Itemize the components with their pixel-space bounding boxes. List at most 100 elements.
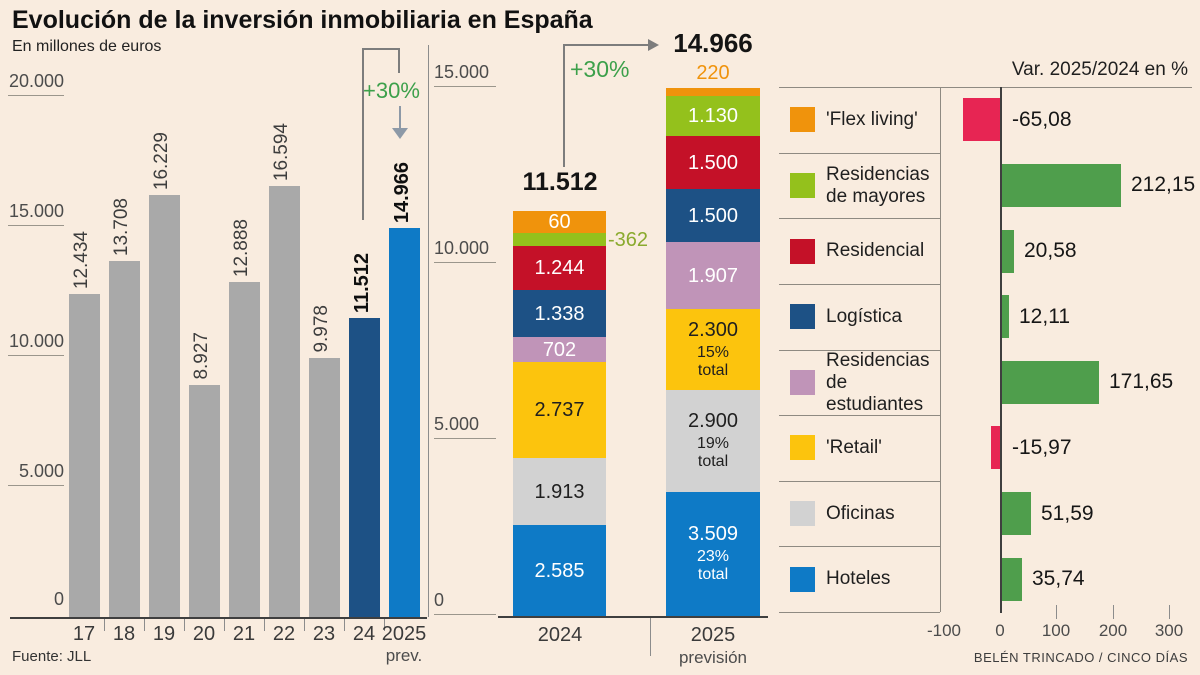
segment-flex-2024: 60 [513, 211, 606, 233]
legend-row-rule [779, 481, 940, 482]
segment-label: 702 [542, 338, 577, 361]
segment-label-mayores-2024: -362 [608, 229, 649, 251]
legend-row-rule [779, 350, 940, 351]
bar-20 [189, 385, 220, 617]
growth-bracket-line [563, 45, 565, 167]
y-axis-tick-label: 10.000 [434, 238, 496, 263]
segment-label-flex-2025: 220 [696, 62, 730, 84]
variation-value-1: -65,08 [1012, 108, 1072, 131]
variation-value-8: 35,74 [1032, 567, 1085, 590]
bar-value-label-22: 16.594 [271, 122, 292, 181]
segment-label: 1.913 [534, 480, 585, 503]
variation-bar-7 [1002, 492, 1031, 535]
legend-label-oficinas: Oficinas [826, 503, 895, 525]
x-axis-tick-label: -100 [926, 621, 962, 640]
bar-19 [149, 195, 180, 617]
legend-label-logistica: Logística [826, 306, 903, 328]
bar-2025 [389, 228, 420, 617]
x-axis-line [498, 616, 768, 618]
bar-value-label-20: 8.927 [191, 332, 212, 380]
bar-value-label-19: 16.229 [151, 131, 172, 190]
x-axis-label-20: 20 [192, 623, 216, 645]
page-subtitle: En millones de euros [12, 38, 162, 55]
growth-bracket-line [362, 48, 400, 50]
legend-label-flex: 'Flex living' [826, 109, 918, 131]
segment-label: 2.900 [687, 410, 739, 433]
x-axis-tick [104, 619, 105, 631]
x-axis-tick [184, 619, 185, 631]
bar-value-label-21: 12.888 [231, 218, 252, 277]
x-axis-tick [264, 619, 265, 631]
segment-hoteles-2025: 3.509 23% total [666, 492, 760, 616]
variation-value-5: 171,65 [1109, 370, 1174, 393]
segment-flex-2025 [666, 88, 760, 96]
legend-label-hoteles: Hoteles [826, 568, 891, 590]
total-label-2024: 11.512 [522, 168, 598, 196]
variation-bar-4 [1002, 295, 1009, 338]
growth-bracket-line [398, 48, 400, 73]
x-axis-tick-label: 0 [995, 621, 1005, 640]
segment-label: 1.130 [687, 105, 739, 127]
segment-logistica-2024: 1.338 [513, 290, 606, 337]
variation-value-4: 12,11 [1019, 305, 1070, 328]
segment-label: 1.500 [687, 151, 739, 174]
growth-annotation: +30% [363, 78, 420, 103]
segment-share-label: 19% total [696, 435, 730, 470]
variation-bar-2 [1002, 164, 1121, 207]
segment-label: 1.907 [687, 264, 739, 287]
x-axis-label-23: 23 [312, 623, 336, 645]
x-axis-tick [1056, 605, 1057, 619]
y-axis-tick-label: 0 [53, 589, 64, 609]
segment-label: 1.500 [687, 204, 739, 227]
segment-residencial-2025: 1.500 [666, 136, 760, 189]
legend-row-rule [779, 153, 940, 154]
segment-label: 2.737 [534, 399, 585, 421]
variation-bar-1 [963, 98, 1000, 141]
x-axis-label-22: 22 [272, 623, 296, 645]
bar-22 [269, 186, 300, 617]
source-note: Fuente: JLL [12, 648, 92, 665]
chart-divider-line [428, 45, 429, 617]
segment-retail-2024: 2.737 [513, 362, 606, 458]
y-axis-tick-label: 15.000 [434, 62, 496, 87]
variation-bar-3 [1002, 230, 1014, 273]
legend-swatch-hoteles [790, 567, 815, 592]
y-axis-tick-label: 5.000 [434, 414, 496, 439]
segment-estudiantes-2024: 702 [513, 337, 606, 362]
legend-swatch-mayores [790, 173, 815, 198]
bar-value-label-23: 9.978 [311, 305, 332, 353]
legend-bottom-rule [779, 612, 940, 613]
segment-label: 2.300 [687, 318, 739, 341]
x-axis-label-2024: 2024 [537, 624, 583, 646]
x-axis-label-18: 18 [112, 623, 136, 645]
legend-swatch-estudiantes [790, 370, 815, 395]
panel-top-rule [779, 87, 1192, 88]
right-arrow-icon [648, 39, 659, 51]
bar-24 [349, 318, 380, 617]
growth-annotation: +30% [570, 56, 630, 82]
bar-21 [229, 282, 260, 617]
x-axis-tick-label: 300 [1154, 621, 1184, 640]
x-axis-line [10, 617, 427, 619]
variation-bar-5 [1002, 361, 1099, 404]
x-axis-tick-label: 200 [1098, 621, 1128, 640]
total-label-2025: 14.966 [673, 28, 753, 58]
segment-hoteles-2024: 2.585 [513, 525, 606, 616]
credit-note: BELÉN TRINCADO / CINCO DÍAS [973, 650, 1188, 665]
variation-value-6: -15,97 [1012, 436, 1072, 459]
segment-logistica-2025: 1.500 [666, 189, 760, 242]
x-axis-sublabel-2025: prev. [385, 646, 423, 665]
x-axis-tick [144, 619, 145, 631]
variation-value-7: 51,59 [1041, 502, 1094, 525]
x-axis-label-17: 17 [72, 623, 96, 645]
legend-swatch-flex [790, 107, 815, 132]
legend-swatch-residencial [790, 239, 815, 264]
variation-bar-6 [991, 426, 1000, 469]
legend-label-retail: 'Retail' [826, 437, 882, 459]
x-axis-tick-label: 100 [1041, 621, 1071, 640]
segment-mayores-2025: 1.130 [666, 96, 760, 136]
x-axis-label-2025: 2025 [690, 624, 736, 646]
variation-chart-title: Var. 2025/2024 en % [1011, 59, 1188, 80]
bar-23 [309, 358, 340, 617]
